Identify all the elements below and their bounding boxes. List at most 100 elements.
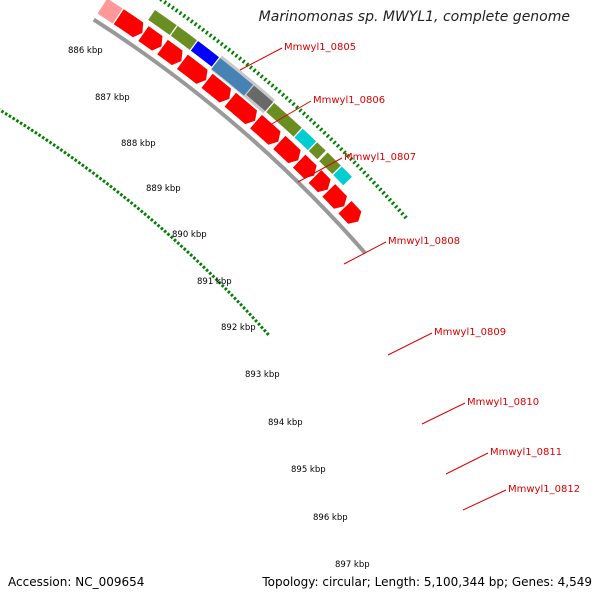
cds-arrow — [157, 39, 183, 66]
outer-tick — [219, 41, 224, 47]
outer-tick — [345, 153, 351, 158]
cds-arrow — [273, 135, 301, 164]
ruler-dot — [80, 163, 85, 168]
outer-tick — [193, 22, 198, 27]
ruler-dot — [257, 322, 261, 327]
outer-tick — [305, 114, 310, 119]
outer-tick — [375, 183, 380, 189]
gene-label[interactable]: Mmwyl1_0808 — [388, 236, 460, 247]
ruler-dot — [109, 184, 113, 189]
gene-label[interactable]: Mmwyl1_0812 — [508, 484, 580, 495]
ruler-dot — [214, 277, 219, 282]
outer-tick — [204, 30, 209, 35]
outer-tick — [349, 156, 354, 162]
outer-tick — [189, 19, 194, 24]
ruler-dot — [59, 148, 64, 153]
ruler-dot — [84, 166, 89, 170]
outer-tick — [241, 59, 246, 64]
ruler-dot — [11, 116, 16, 121]
outer-tick — [178, 11, 183, 16]
ruler-dot — [149, 217, 154, 222]
ruler-dot — [208, 271, 213, 276]
gene-leader-line — [269, 100, 312, 126]
gene-leader-line — [421, 402, 466, 425]
gene-leader-line — [387, 332, 433, 356]
kbp-label: 891 kbp — [197, 277, 232, 287]
ruler-dot — [122, 195, 127, 200]
ruler-dot — [169, 235, 174, 240]
ruler-dot — [254, 318, 258, 323]
ruler-dot — [217, 280, 222, 285]
outer-tick — [256, 71, 261, 76]
ruler-dot — [88, 168, 92, 173]
outer-tick — [197, 24, 202, 30]
gene-leader-line — [445, 452, 489, 475]
gene-label[interactable]: Mmwyl1_0807 — [344, 152, 416, 163]
gene-block — [212, 58, 254, 94]
kbp-label: 889 kbp — [146, 184, 181, 194]
gene-label[interactable]: Mmwyl1_0806 — [313, 95, 385, 106]
outer-tick — [339, 146, 344, 152]
gene-label[interactable]: Mmwyl1_0809 — [434, 327, 506, 338]
cds-arrow — [292, 154, 317, 179]
outer-tick — [362, 170, 367, 175]
genome-backbone — [92, 17, 367, 255]
outer-tick — [234, 53, 239, 58]
outer-tick — [291, 101, 296, 107]
genome-stats: Topology: circular; Length: 5,100,344 bp… — [262, 575, 592, 589]
outer-tick — [381, 190, 386, 195]
gene-label[interactable]: Mmwyl1_0805 — [284, 42, 356, 53]
map-title: Marinomonas sp. MWYL1, complete genome — [258, 9, 570, 25]
outer-tick — [277, 89, 282, 94]
ruler-dot — [223, 286, 228, 291]
ruler-dot — [248, 312, 253, 317]
ruler-dot — [176, 241, 181, 246]
cds-arrow — [338, 201, 362, 224]
outer-tick — [400, 211, 405, 216]
ruler-dot — [77, 160, 82, 165]
outer-tick — [238, 56, 243, 61]
ruler-dot — [226, 290, 231, 295]
gene-label[interactable]: Mmwyl1_0810 — [467, 397, 539, 408]
ruler-dot — [265, 332, 270, 336]
ruler-dot — [173, 238, 177, 243]
ruler-dot — [230, 293, 234, 298]
outer-tick — [201, 27, 206, 33]
ruler-dot — [136, 206, 141, 211]
feature-tracks — [92, 0, 408, 255]
cds-arrow — [138, 26, 163, 51]
ruler-dot — [4, 111, 9, 116]
ruler-dot — [37, 133, 42, 138]
outer-tick — [368, 177, 373, 182]
outer-tick — [393, 204, 399, 209]
ruler-dot — [239, 302, 244, 307]
outer-tick — [230, 50, 235, 55]
outer-tick — [167, 2, 171, 8]
gene-leader-line — [462, 489, 507, 511]
ruler-dot — [242, 306, 247, 310]
kbp-label: 887 kbp — [95, 93, 130, 103]
outer-tick — [384, 194, 389, 199]
outer-tick — [227, 47, 232, 53]
outer-tick — [263, 77, 268, 82]
gene-block — [266, 102, 302, 137]
outer-tick — [329, 137, 334, 142]
outer-tick — [371, 180, 377, 185]
ruler-dot — [112, 187, 117, 192]
outer-tick — [332, 140, 337, 145]
gene-block — [333, 166, 352, 186]
outer-tick — [365, 173, 370, 178]
outer-tick — [287, 98, 293, 104]
ruler-dot — [129, 201, 134, 205]
kbp-label: 894 kbp — [268, 418, 303, 428]
outer-tick — [259, 74, 264, 79]
kbp-label: 886 kbp — [68, 46, 103, 56]
gene-labels: Mmwyl1_0805 Mmwyl1_0806 Mmwyl1_0807 Mmwyl1_… — [239, 42, 580, 511]
ruler-dot — [98, 176, 103, 181]
outer-tick — [315, 124, 320, 129]
gene-label[interactable]: Mmwyl1_0811 — [490, 447, 562, 458]
outer-tick — [163, 0, 168, 5]
ruler-dot — [95, 173, 99, 178]
outer-tick — [387, 197, 393, 202]
ruler-dot — [139, 209, 144, 214]
